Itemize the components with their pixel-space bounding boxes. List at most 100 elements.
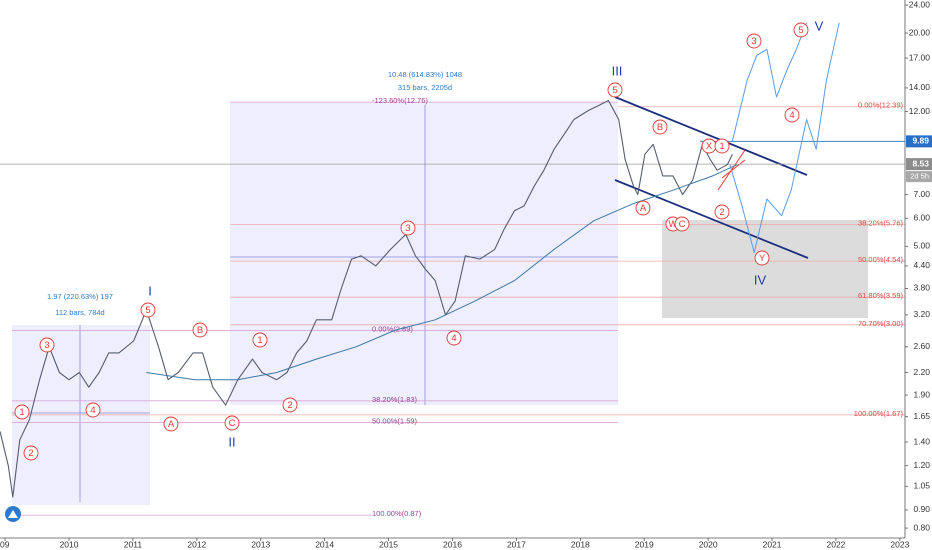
wave-circle xyxy=(746,33,762,49)
wave-circle xyxy=(400,220,416,236)
wave-label: 5 xyxy=(798,25,803,36)
x-tick-label: 2015 xyxy=(379,539,398,549)
x-tick-label: 2019 xyxy=(635,539,654,549)
wave-label: X xyxy=(706,141,713,152)
measure-label: 10.48 (614.83%) 1048 xyxy=(388,70,462,79)
x-tick-label: 2014 xyxy=(315,539,334,549)
wave-label: 1 xyxy=(719,141,724,152)
wave-label: 5 xyxy=(612,85,617,96)
wave-circle xyxy=(784,107,800,123)
series-line xyxy=(731,22,808,142)
measure-label: 315 bars, 2205d xyxy=(398,83,452,92)
y-tick-label: 7.00 xyxy=(913,189,930,199)
degree-label: III xyxy=(612,63,623,78)
fib-label: 38.20%(5.76) xyxy=(858,218,904,227)
y-tick-label: 1.90 xyxy=(913,389,930,399)
x-tick-label: 2023 xyxy=(890,539,909,549)
y-tick-label: 12.00 xyxy=(909,106,931,116)
wave-label: 4 xyxy=(451,333,456,344)
wave-label: 2 xyxy=(287,400,292,411)
degree-label: V xyxy=(815,18,824,33)
wave-label: 1 xyxy=(257,335,262,346)
y-tick-label: 3.20 xyxy=(913,309,930,319)
wave-label: 3 xyxy=(751,36,756,47)
y-tick-label: 0.80 xyxy=(913,522,930,532)
logo xyxy=(5,506,21,522)
wave-label: B xyxy=(657,122,663,133)
wave-circle xyxy=(85,402,101,418)
fib-label: 50.00%(4.54) xyxy=(858,255,904,264)
wave-circle xyxy=(754,250,770,266)
x-tick-label: 2021 xyxy=(763,539,782,549)
fib-label: 50.00%(1.59) xyxy=(372,416,418,425)
wave-label: A xyxy=(168,419,175,430)
y-axis-panel xyxy=(905,0,932,550)
wave-label: Y xyxy=(759,253,766,264)
x-tick-label: 09 xyxy=(0,539,10,549)
wave-label: 3 xyxy=(44,340,49,351)
wave-circle xyxy=(23,445,39,461)
wave-circle xyxy=(446,330,462,346)
y-tick-label: 14.00 xyxy=(909,82,931,92)
measure-label: 1.97 (220.63%) 197 xyxy=(47,292,113,301)
y-tick-label: 5.00 xyxy=(913,241,930,251)
wave-circle xyxy=(714,138,730,154)
last-price-label: 9.89 xyxy=(912,136,929,146)
x-tick-label: 2010 xyxy=(60,539,79,549)
degree-label: IV xyxy=(754,272,767,287)
target-box xyxy=(662,220,868,318)
wave-label: 1 xyxy=(19,407,24,418)
wave-label: A xyxy=(640,203,647,214)
y-tick-label: 2.60 xyxy=(913,341,930,351)
y-tick-label: 6.00 xyxy=(913,212,930,222)
fib-label: 61.80%(3.59) xyxy=(858,291,904,300)
wave-label: 3 xyxy=(405,223,410,234)
fib-label: 100.00%(1.67) xyxy=(854,409,904,418)
wave-label: 4 xyxy=(789,110,794,121)
wave-label: 2 xyxy=(719,207,724,218)
fib-label: 0.00%(12.39) xyxy=(858,101,904,110)
wave-circle xyxy=(793,22,809,38)
fib-label: 70.70%(3.00) xyxy=(858,319,904,328)
x-tick-label: 2017 xyxy=(507,539,526,549)
channel-line xyxy=(614,179,809,259)
x-tick-label: 2016 xyxy=(443,539,462,549)
x-tick-label: 2011 xyxy=(124,539,143,549)
prev-price-label: 8.53 xyxy=(912,158,929,168)
countdown-label: 2d 5h xyxy=(910,172,929,181)
wave-circle xyxy=(607,82,623,98)
fib-label: 100.00%(0.87) xyxy=(372,509,422,518)
series xyxy=(0,22,905,498)
wave-circle xyxy=(39,337,55,353)
y-tick-label: 20.00 xyxy=(909,27,931,37)
last-price-tag xyxy=(906,135,932,148)
y-tick-label: 17.00 xyxy=(909,52,931,62)
wave-circle xyxy=(674,216,690,232)
channel-line xyxy=(614,96,808,176)
wave-circle xyxy=(714,204,730,220)
degree-label: I xyxy=(148,283,152,298)
y-tick-label: 3.80 xyxy=(913,283,930,293)
y-tick-label: 1.05 xyxy=(913,481,930,491)
countdown-tag xyxy=(906,171,932,183)
wave-circle xyxy=(192,322,208,338)
wave-circle xyxy=(14,404,30,420)
wave-circle xyxy=(224,415,240,431)
y-tick-label: 0.90 xyxy=(913,504,930,514)
x-tick-label: 2012 xyxy=(187,539,206,549)
y-tick-label: 24.00 xyxy=(909,0,931,9)
y-tick-label: 1.40 xyxy=(913,436,930,446)
x-tick-label: 2020 xyxy=(699,539,718,549)
wave-circle xyxy=(163,416,179,432)
wedge-line xyxy=(721,159,746,179)
wave-circle xyxy=(282,397,298,413)
fib-label: 0.00%(2.89) xyxy=(372,325,413,334)
wave-circle xyxy=(635,200,651,216)
series-line xyxy=(729,22,840,253)
y-tick-label: 1.65 xyxy=(913,411,930,421)
wave-label: 2 xyxy=(28,448,33,459)
logo-glyph xyxy=(8,510,18,518)
wave-label: W xyxy=(669,219,678,230)
